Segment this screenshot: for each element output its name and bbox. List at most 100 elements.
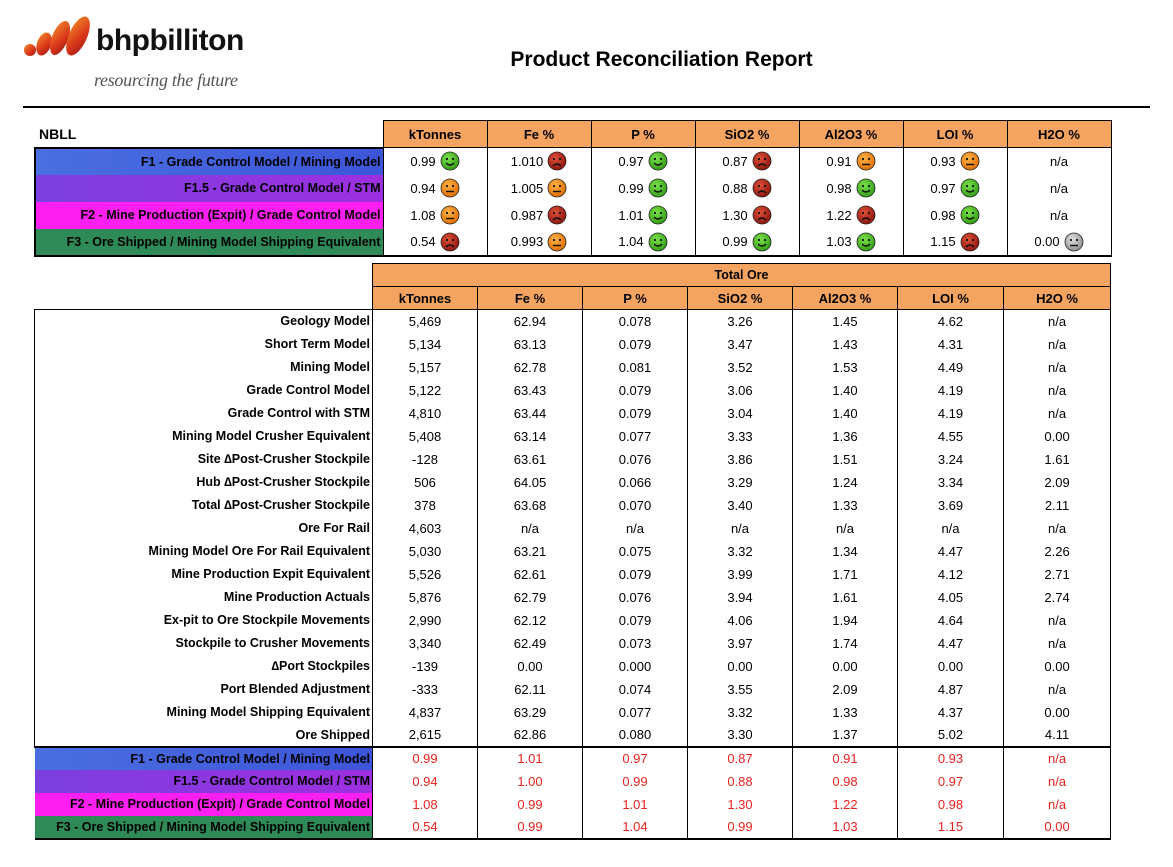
table-cell: 2.09: [1002, 470, 1112, 494]
table-cell: n/a: [1002, 401, 1112, 425]
summary-cell: n/a: [1006, 201, 1112, 229]
table-cell: 62.94: [477, 309, 583, 333]
summary-row: F1 - Grade Control Model / Mining Model 0…: [34, 147, 1112, 175]
table-cell: 3.99: [687, 562, 793, 586]
summary-cell-value: 1.15: [930, 234, 956, 249]
summary-cell-value: 1.22: [826, 207, 852, 223]
summary-table: NBLL kTonnes Fe % P % SiO2 % Al2O3 % LOI % H2O …: [34, 120, 1112, 257]
row-label: Short Term Model: [34, 332, 373, 356]
ratio-cell: 0.00: [1002, 815, 1112, 840]
table-cell: 63.68: [477, 493, 583, 517]
summary-cell: 0.54: [382, 228, 488, 257]
row-label: Mining Model Crusher Equivalent: [34, 424, 373, 448]
summary-cell-content: n/a: [1012, 208, 1107, 223]
summary-cell-value: 1.04: [618, 234, 644, 249]
summary-cell-content: 0.91: [804, 151, 899, 171]
grey-face-icon: [1064, 232, 1084, 251]
ratio-row: F2 - Mine Production (Expit) / Grade Con…: [34, 792, 1112, 816]
summary-cell-content: 1.04: [596, 232, 691, 252]
summary-cell-value: n/a: [1049, 207, 1069, 223]
summary-cell-content: 1.01: [596, 205, 691, 225]
table-cell: 2.74: [1002, 585, 1112, 609]
table-cell: 0.077: [582, 424, 688, 448]
ratio-cell: 1.30: [687, 792, 793, 816]
group-header-spacer: [35, 264, 373, 287]
ratio-cell: 1.15: [897, 815, 1004, 840]
table-cell: 63.21: [477, 539, 583, 563]
table-row: Ore For Rail 4,603 n/a n/a n/a n/a n/a n/a: [34, 516, 1112, 540]
summary-column-header: Fe %: [486, 120, 592, 148]
summary-cell: 0.94: [382, 174, 488, 202]
bhp-logo-mark-icon: [24, 16, 90, 56]
summary-row: F1.5 - Grade Control Model / STM 0.94 1.0…: [34, 174, 1112, 202]
table-cell: 1.24: [792, 470, 898, 494]
summary-cell-content: 1.03: [804, 232, 899, 252]
table-cell: 0.075: [582, 539, 688, 563]
table-cell: 5.02: [897, 723, 1004, 747]
summary-cell-value: 1.010: [510, 153, 544, 169]
summary-cell: 0.00: [1006, 228, 1112, 257]
row-label: Mine Production Actuals: [34, 585, 373, 609]
summary-cell-value: 0.99: [722, 234, 748, 249]
table-cell: 4,603: [372, 516, 478, 540]
table-cell: 0.079: [582, 378, 688, 402]
summary-column-header: P %: [590, 120, 696, 148]
summary-row: F3 - Ore Shipped / Mining Model Shipping…: [34, 228, 1112, 257]
row-label: Hub ∆Post-Crusher Stockpile: [34, 470, 373, 494]
table-cell: 1.40: [792, 378, 898, 402]
table-cell: 3.86: [687, 447, 793, 471]
table-cell: 0.00: [1002, 654, 1112, 678]
summary-cell: 0.99: [382, 147, 488, 175]
summary-cell-value: 0.88: [722, 180, 748, 196]
red-face-icon: [547, 205, 567, 225]
summary-cell-value: 0.99: [618, 180, 644, 196]
table-row: Mining Model Shipping Equivalent 4,837 63.…: [34, 700, 1112, 724]
table-cell: 0.077: [582, 700, 688, 724]
table-cell: 4.19: [897, 378, 1004, 402]
orange-face-icon: [440, 178, 460, 198]
table-row: ∆Port Stockpiles -139 0.00 0.000 0.00 0.00 0.0…: [34, 654, 1112, 678]
table-cell: 4.47: [897, 631, 1004, 655]
summary-cell-value: 0.98: [930, 207, 956, 223]
table-cell: 1.36: [792, 424, 898, 448]
table-cell: 1.71: [792, 562, 898, 586]
table-cell: 5,134: [372, 332, 478, 356]
summary-cell-value: 0.97: [618, 153, 644, 169]
summary-cell-value: 0.00: [1034, 234, 1060, 249]
bhp-logo: bhpbilliton resourcing the future: [22, 10, 262, 95]
table-cell: 1.33: [792, 700, 898, 724]
table-cell: 0.076: [582, 447, 688, 471]
summary-cell: 1.005: [486, 174, 592, 202]
summary-cell: 0.993: [486, 228, 592, 257]
summary-column-header: Al2O3 %: [798, 120, 904, 148]
table-cell: 2.71: [1002, 562, 1112, 586]
table-row: Mining Model Ore For Rail Equivalent 5,03…: [34, 539, 1112, 563]
summary-cell-content: 0.94: [388, 178, 483, 198]
table-cell: n/a: [1002, 332, 1112, 356]
green-face-icon: [648, 151, 668, 171]
summary-cell: 0.93: [902, 147, 1008, 175]
table-cell: 4.11: [1002, 723, 1112, 747]
summary-cell-content: n/a: [1012, 181, 1107, 196]
table-cell: 5,122: [372, 378, 478, 402]
summary-cell: n/a: [1006, 174, 1112, 202]
table-row: Stockpile to Crusher Movements 3,340 62.49…: [34, 631, 1112, 655]
table-cell: 2,990: [372, 608, 478, 632]
table-cell: 1.34: [792, 539, 898, 563]
summary-cell-content: 0.97: [908, 178, 1003, 198]
ratio-cell: 1.00: [477, 769, 583, 793]
summary-cell: 0.98: [798, 174, 904, 202]
table-cell: 3.47: [687, 332, 793, 356]
summary-cell-content: 0.993: [492, 232, 587, 252]
column-header: LOI %: [897, 286, 1004, 310]
summary-cell-value: 0.97: [930, 180, 956, 196]
table-cell: 3.97: [687, 631, 793, 655]
table-row: Mine Production Expit Equivalent 5,526 62.…: [34, 562, 1112, 586]
summary-cell: n/a: [1006, 147, 1112, 175]
red-face-icon: [440, 232, 460, 251]
table-row: Short Term Model 5,134 63.13 0.079 3.47 1.43 4…: [34, 332, 1112, 356]
summary-cell-content: 1.010: [492, 151, 587, 171]
table-cell: 0.074: [582, 677, 688, 701]
table-cell: 0.00: [1002, 424, 1112, 448]
summary-cell: 0.99: [694, 228, 800, 257]
